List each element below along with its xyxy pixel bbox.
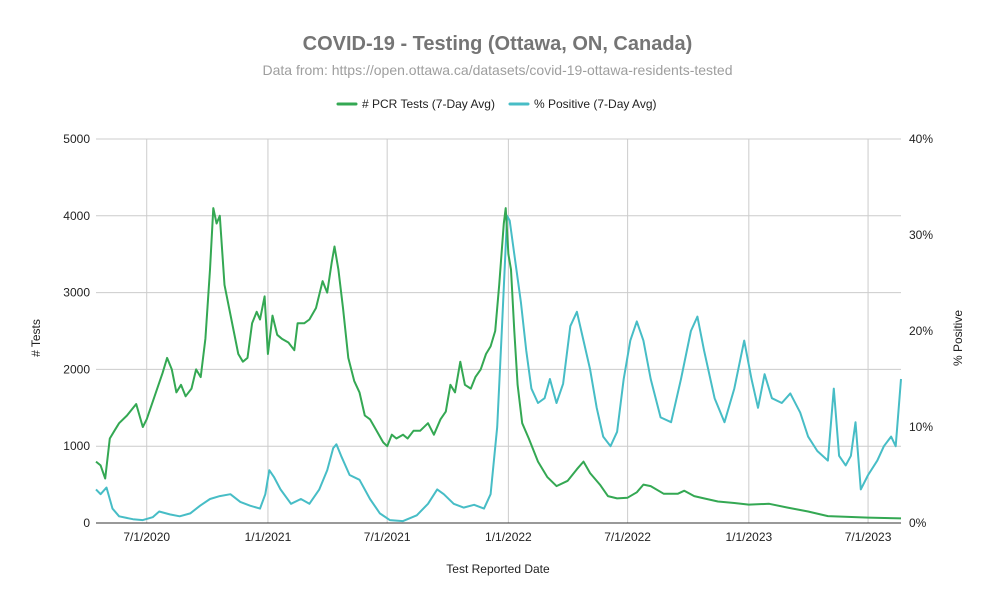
y-right-tick-label: 40% [909,132,933,146]
grid-layer [96,138,901,524]
x-tick-label: 1/1/2021 [245,530,292,544]
y-right-tick-label: 30% [909,228,933,242]
y-left-tick-label: 1000 [63,439,90,453]
chart-subtitle: Data from: https://open.ottawa.ca/datase… [262,62,732,78]
y-left-tick-label: 4000 [63,209,90,223]
x-axis-label: Test Reported Date [446,562,550,576]
y-left-tick-label: 3000 [63,286,90,300]
series-layer [95,207,902,523]
legend: # PCR Tests (7-Day Avg) % Positive (7-Da… [336,97,657,111]
legend-label-pcr-tests: # PCR Tests (7-Day Avg) [362,97,495,111]
y-left-tick-label: 5000 [63,132,90,146]
series-line-pcr-tests [95,207,902,520]
x-tick-label: 7/1/2020 [123,530,170,544]
x-tick-label: 7/1/2022 [604,530,651,544]
legend-label-percent-positive: % Positive (7-Day Avg) [534,97,657,111]
x-tick-label: 1/1/2023 [725,530,772,544]
chart-title: COVID-19 - Testing (Ottawa, ON, Canada) [303,33,693,55]
x-tick-label: 7/1/2023 [845,530,892,544]
x-tick-label: 7/1/2021 [364,530,411,544]
y-axis-right-label: % Positive [951,310,965,366]
series-line-percent-positive [95,214,902,523]
y-right-tick-label: 10% [909,420,933,434]
y-axis-left-label: # Tests [29,319,43,357]
y-right-tick-label: 20% [909,324,933,338]
tick-layer: 0 1000 2000 3000 4000 5000 0% 10% 20% 30% 40% 7/1/2… [63,132,933,544]
y-left-tick-label: 0 [83,516,90,530]
x-tick-label: 1/1/2022 [485,530,532,544]
y-left-tick-label: 2000 [63,362,90,376]
y-right-tick-label: 0% [909,516,927,530]
